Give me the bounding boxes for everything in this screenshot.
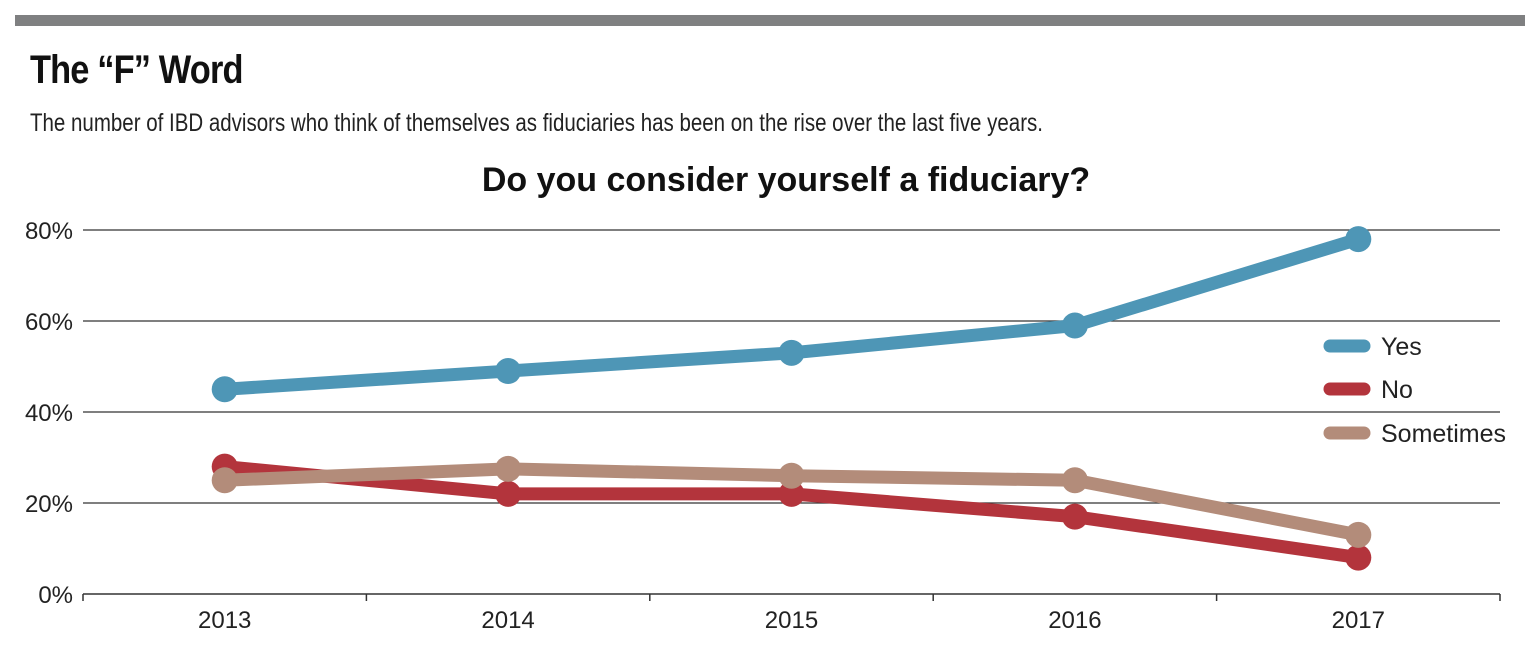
series-line-yes xyxy=(218,232,1365,396)
legend-label-no: No xyxy=(1381,376,1413,404)
point-yes-2017 xyxy=(1345,226,1372,253)
point-sometimes-2016 xyxy=(1061,467,1088,494)
point-no-2014 xyxy=(495,480,522,507)
point-yes-2014 xyxy=(495,358,522,385)
series-no xyxy=(211,453,1372,571)
x-tick-label-2016: 2016 xyxy=(1048,607,1101,634)
legend-label-yes: Yes xyxy=(1381,333,1422,361)
point-no-2015 xyxy=(778,480,805,507)
point-no-2016 xyxy=(1061,503,1088,530)
point-no-2017 xyxy=(1345,544,1372,571)
point-sometimes-2014 xyxy=(495,455,522,482)
point-sometimes-2013 xyxy=(211,467,238,494)
point-yes-2015 xyxy=(778,339,805,366)
y-tick-label-60: 60% xyxy=(25,309,73,336)
subtitle: The number of IBD advisors who think of … xyxy=(30,109,1043,137)
legend-label-sometimes: Sometimes xyxy=(1381,420,1506,448)
y-tick-label-80: 80% xyxy=(25,218,73,245)
x-tick-label-2017: 2017 xyxy=(1332,607,1385,634)
point-sometimes-2015 xyxy=(778,462,805,489)
point-yes-2016 xyxy=(1061,312,1088,339)
point-yes-2013 xyxy=(211,376,238,403)
chart-title: Do you consider yourself a fiduciary? xyxy=(482,161,1090,199)
y-tick-label-40: 40% xyxy=(25,400,73,427)
x-tick-label-2014: 2014 xyxy=(481,607,534,634)
headline: The “F” Word xyxy=(30,48,243,92)
x-tick-label-2013: 2013 xyxy=(198,607,251,634)
point-sometimes-2017 xyxy=(1345,521,1372,548)
x-tick-label-2015: 2015 xyxy=(765,607,818,634)
y-tick-label-20: 20% xyxy=(25,491,73,518)
series-yes xyxy=(211,226,1372,403)
top-rule xyxy=(15,15,1525,26)
series-sometimes xyxy=(211,455,1372,548)
y-tick-label-0: 0% xyxy=(38,582,73,609)
